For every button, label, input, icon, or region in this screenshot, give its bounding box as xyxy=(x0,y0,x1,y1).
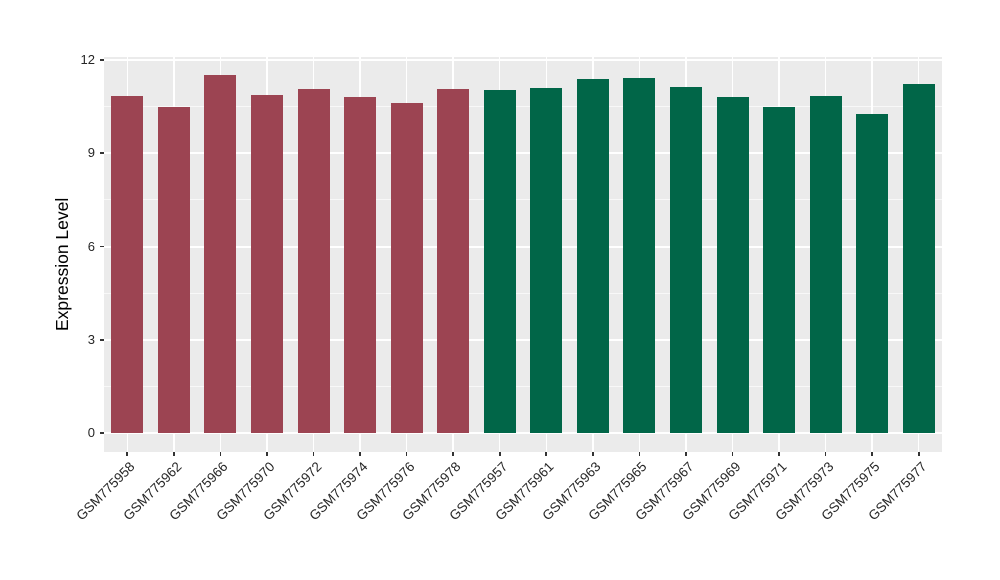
y-tick-mark xyxy=(100,245,104,248)
bar-GSM775977 xyxy=(902,84,935,433)
bar-GSM775958 xyxy=(111,95,144,433)
bar-GSM775963 xyxy=(576,79,609,433)
plot-panel xyxy=(104,57,942,452)
x-tick-mark xyxy=(359,452,361,456)
gridline-minor xyxy=(104,292,942,294)
gridline-major xyxy=(104,338,942,341)
x-tick-mark xyxy=(824,452,827,456)
bar-GSM775957 xyxy=(483,89,516,433)
x-tick-mark xyxy=(173,452,175,456)
bar-GSM775962 xyxy=(157,106,190,433)
x-tick-mark xyxy=(312,452,315,456)
y-tick-mark xyxy=(100,152,104,155)
bar-GSM775961 xyxy=(530,87,563,433)
x-tick-mark xyxy=(778,452,780,456)
x-tick-mark xyxy=(685,452,687,456)
y-axis-title: Expression Level xyxy=(52,197,72,331)
y-tick-label: 9 xyxy=(87,145,95,161)
y-tick-mark xyxy=(100,338,104,341)
x-tick-mark xyxy=(592,452,594,456)
bar-GSM775974 xyxy=(344,96,377,433)
bar-GSM775973 xyxy=(809,95,842,433)
bar-GSM775971 xyxy=(763,106,796,433)
bar-GSM775966 xyxy=(204,74,237,433)
gridline-major xyxy=(104,432,942,434)
gridline-minor xyxy=(104,385,942,387)
y-tick-label: 6 xyxy=(87,238,95,254)
x-tick-mark xyxy=(452,452,454,456)
x-tick-mark xyxy=(731,452,734,456)
x-tick-mark xyxy=(405,452,408,456)
bar-GSM775976 xyxy=(390,102,423,433)
x-tick-mark xyxy=(126,452,129,456)
gridline-major xyxy=(104,59,942,62)
bar-GSM775967 xyxy=(669,86,702,433)
x-tick-mark xyxy=(871,452,873,456)
bar-GSM775965 xyxy=(623,77,656,433)
x-tick-mark xyxy=(638,452,641,456)
x-tick-mark xyxy=(498,452,501,456)
x-tick-mark xyxy=(917,452,920,456)
gridline-major xyxy=(104,152,942,155)
y-tick-mark xyxy=(100,432,104,434)
y-tick-mark xyxy=(100,59,104,61)
y-tick-label: 3 xyxy=(87,331,95,347)
gridline-major xyxy=(104,245,942,248)
bar-GSM775978 xyxy=(437,89,470,433)
bar-GSM775969 xyxy=(716,96,749,433)
bar-GSM775975 xyxy=(856,114,889,433)
gridline-minor xyxy=(104,106,942,108)
gridline-minor xyxy=(104,199,942,201)
x-tick-mark xyxy=(266,452,268,456)
bar-GSM775972 xyxy=(297,89,330,433)
y-tick-label: 0 xyxy=(87,425,95,440)
bar-GSM775970 xyxy=(250,94,283,433)
x-tick-mark xyxy=(545,452,548,456)
x-tick-mark xyxy=(219,452,222,456)
y-tick-label: 12 xyxy=(80,52,95,68)
